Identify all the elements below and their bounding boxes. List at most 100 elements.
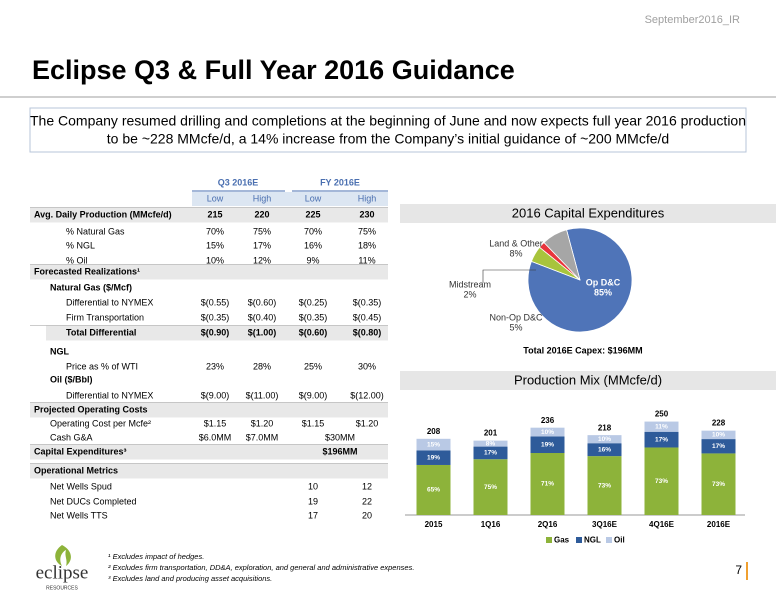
bar-value-label: 16% bbox=[598, 446, 611, 453]
row-label: Operational Metrics bbox=[34, 465, 118, 475]
legend-label: Gas bbox=[554, 536, 570, 545]
cell: 17 bbox=[308, 510, 318, 520]
cell: 18% bbox=[358, 240, 376, 250]
cell: 70% bbox=[304, 226, 322, 236]
logo-sub: RESOURCES bbox=[46, 585, 78, 591]
page-accent bbox=[746, 562, 748, 580]
bar-segment bbox=[587, 443, 622, 457]
bar-segment bbox=[416, 450, 451, 465]
bar-value-label: 17% bbox=[484, 450, 497, 457]
cell: $(0.80) bbox=[353, 327, 382, 337]
bar-segment bbox=[473, 440, 508, 447]
cell: 10% bbox=[206, 255, 224, 265]
row-label: Total Differential bbox=[66, 327, 136, 337]
x-tick-label: 3Q16E bbox=[592, 520, 618, 529]
cell: 20 bbox=[362, 510, 372, 520]
pie-value-label: 5% bbox=[509, 322, 522, 332]
bar-total-label: 208 bbox=[427, 427, 441, 436]
leader-line bbox=[482, 269, 536, 283]
bar-value-label: 19% bbox=[541, 441, 554, 448]
legend-label: Oil bbox=[614, 536, 625, 545]
footnote: ³ Excludes land and producing asset acqu… bbox=[108, 574, 272, 583]
bar-segment bbox=[587, 435, 622, 444]
row-band bbox=[30, 444, 388, 460]
cell: $(0.60) bbox=[248, 297, 277, 307]
callout-line: to be ~228 MMcfe/d, a 14% increase from … bbox=[107, 131, 669, 147]
bar-value-label: 8% bbox=[486, 440, 496, 447]
bar-segment bbox=[587, 456, 622, 515]
logo-flame bbox=[55, 545, 71, 566]
cell: 75% bbox=[253, 226, 271, 236]
logo-name: eclipse bbox=[36, 562, 89, 583]
row-band bbox=[30, 207, 388, 223]
logo: eclipse RESOURCES bbox=[36, 545, 89, 591]
bar-segment bbox=[416, 438, 451, 451]
callout-box bbox=[29, 107, 747, 153]
cell: $(0.35) bbox=[299, 312, 328, 322]
bar-segment bbox=[473, 446, 508, 460]
cell: $1.20 bbox=[251, 418, 274, 428]
bar-total-label: 218 bbox=[598, 423, 612, 432]
column-header: Low bbox=[305, 193, 322, 203]
row-label: Net Wells Spud bbox=[50, 481, 112, 491]
cell: 17% bbox=[253, 240, 271, 250]
cell: 230 bbox=[359, 209, 374, 219]
bar-segment bbox=[701, 453, 736, 515]
bar-segment bbox=[644, 421, 679, 432]
bar-total-label: 201 bbox=[484, 429, 498, 438]
row-band bbox=[30, 264, 388, 280]
row-band bbox=[46, 325, 388, 341]
page-number: 7 bbox=[735, 563, 742, 577]
callout-line: The Company resumed drilling and complet… bbox=[30, 113, 746, 129]
cell: $(0.55) bbox=[201, 297, 230, 307]
bar-segment bbox=[701, 439, 736, 454]
pie-value-label: 85% bbox=[594, 287, 612, 297]
row-label: Projected Operating Costs bbox=[34, 404, 148, 414]
legend-swatch bbox=[606, 537, 612, 543]
pie-slice bbox=[543, 229, 581, 281]
cell: 75% bbox=[358, 226, 376, 236]
cell: 215 bbox=[207, 209, 222, 219]
row-label: Differential to NYMEX bbox=[66, 390, 153, 400]
row-label: % NGL bbox=[66, 240, 95, 250]
row-label: Net Wells TTS bbox=[50, 510, 108, 520]
doc-tag: September2016_IR bbox=[645, 14, 740, 26]
bar-value-label: 73% bbox=[712, 481, 725, 488]
footnote: ¹ Excludes impact of hedges. bbox=[108, 552, 204, 561]
footnote: ² Excludes firm transportation, DD&A, ex… bbox=[108, 563, 414, 572]
column-header: High bbox=[253, 193, 272, 203]
bar-segment bbox=[530, 453, 565, 515]
x-tick-label: 4Q16E bbox=[649, 520, 675, 529]
cell: $1.20 bbox=[356, 418, 379, 428]
row-label: Firm Transportation bbox=[66, 312, 144, 322]
bar-value-label: 17% bbox=[655, 436, 668, 443]
x-tick-label: 2016E bbox=[707, 520, 731, 529]
pie-label: Land & Other bbox=[489, 238, 543, 248]
column-header: Low bbox=[207, 193, 224, 203]
bar-value-label: 10% bbox=[598, 436, 611, 443]
cell: $1.15 bbox=[204, 418, 227, 428]
bar-value-label: 10% bbox=[712, 432, 725, 439]
cell: 70% bbox=[206, 226, 224, 236]
slide-title: Eclipse Q3 & Full Year 2016 Guidance bbox=[32, 55, 515, 85]
legend-label: NGL bbox=[584, 536, 601, 545]
column-header: High bbox=[358, 193, 377, 203]
group-header: FY 2016E bbox=[320, 177, 360, 187]
bar-value-label: 17% bbox=[712, 443, 725, 450]
cell: 11% bbox=[358, 255, 375, 265]
row-label: Cash G&A bbox=[50, 432, 93, 442]
chart-subtitle: Total 2016E Capex: $196MM bbox=[523, 345, 642, 355]
bar-segment bbox=[530, 427, 565, 437]
pie-label: Non-Op D&C bbox=[489, 312, 543, 322]
row-label: Price as % of WTI bbox=[66, 361, 138, 371]
row-label: Avg. Daily Production (MMcfe/d) bbox=[34, 209, 172, 219]
cell: 28% bbox=[253, 361, 271, 371]
cell: 19 bbox=[308, 496, 318, 506]
cell: $(0.45) bbox=[353, 312, 382, 322]
pie-label: Op D&C bbox=[586, 277, 621, 287]
x-tick-label: 2Q16 bbox=[538, 520, 558, 529]
bar-segment bbox=[416, 464, 451, 515]
cell: $(0.60) bbox=[299, 327, 328, 337]
cell: $(9.00) bbox=[201, 390, 230, 400]
bar-total-label: 250 bbox=[655, 410, 669, 419]
